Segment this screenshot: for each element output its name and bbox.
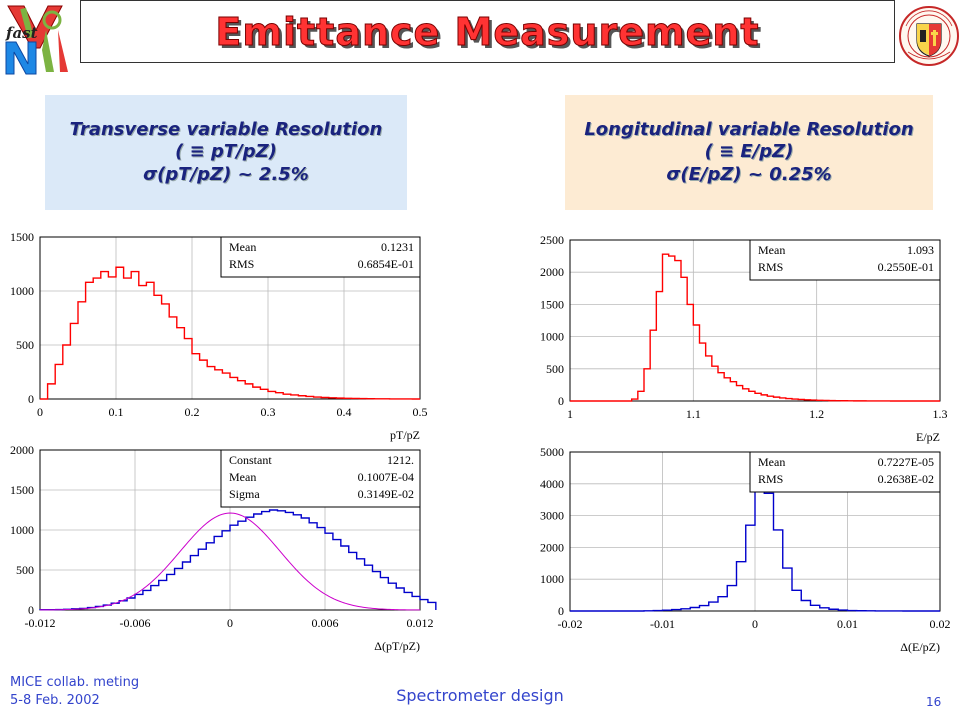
- stats-box-frame: [749, 451, 941, 493]
- y-tick-label: 1000: [540, 572, 564, 586]
- y-tick-label: 2000: [540, 265, 564, 279]
- stats-label: RMS: [229, 257, 254, 271]
- stats-value: 0.1007E-04: [358, 470, 414, 484]
- y-tick-label: 1500: [10, 483, 34, 497]
- x-tick-label: 0.3: [261, 405, 276, 419]
- footer-meeting-name: MICE collab. meting: [10, 675, 140, 690]
- x-tick-label: 0.02: [930, 617, 951, 631]
- x-tick-label: 1: [567, 407, 573, 421]
- x-tick-label: -0.006: [120, 616, 151, 630]
- stats-label: Mean: [229, 470, 256, 484]
- x-tick-label: 0.01: [837, 617, 858, 631]
- stats-box: Mean 0.7227E-05 RMS 0.2638E-02: [749, 451, 941, 493]
- y-tick-label: 0: [28, 392, 34, 406]
- x-tick-label: -0.012: [25, 616, 56, 630]
- stats-label: Sigma: [229, 487, 260, 501]
- stats-box: Mean 0.1231 RMS 0.6854E-01: [220, 236, 421, 278]
- stats-value: 1212.: [387, 453, 414, 467]
- transverse-definition: ( ≡ pT/pZ): [175, 141, 277, 163]
- stats-value: 0.2638E-02: [878, 472, 934, 486]
- stats-box-frame: [749, 239, 941, 281]
- fast-logo-icon: fast: [5, 5, 68, 75]
- stats-label: Constant: [229, 453, 272, 467]
- x-axis-label: Δ(E/pZ): [900, 640, 940, 654]
- histogram-series: [40, 266, 420, 400]
- x-tick-label: 1.3: [933, 407, 948, 421]
- transverse-heading: Transverse variable Resolution: [69, 118, 383, 140]
- x-tick-label: 0.4: [337, 405, 352, 419]
- stats-box-frame: [220, 449, 421, 508]
- y-tick-label: 500: [16, 563, 34, 577]
- x-tick-label: 0: [37, 405, 43, 419]
- y-tick-label: 1000: [10, 284, 34, 298]
- stats-label: Mean: [229, 240, 256, 254]
- y-tick-label: 0: [558, 604, 564, 618]
- stats-box-frame: [220, 236, 421, 278]
- y-tick-label: 5000: [540, 445, 564, 459]
- x-axis-label: pT/pZ: [390, 428, 420, 442]
- footer-topic: Spectrometer design: [396, 686, 564, 705]
- y-tick-label: 1500: [10, 230, 34, 244]
- page-number: 16: [926, 695, 942, 709]
- transverse-resolution-box: Transverse variable Resolution ( ≡ pT/pZ…: [45, 95, 407, 210]
- stats-value: 0.1231: [381, 240, 414, 254]
- footer-meeting: MICE collab. meting 5-8 Feb. 2002: [10, 674, 139, 709]
- x-tick-label: 0.006: [312, 616, 339, 630]
- gaussian-fit-curve: [39, 512, 421, 611]
- y-tick-label: 500: [546, 362, 564, 376]
- slide-title: Emittance Measurement: [215, 9, 760, 54]
- longitudinal-definition: ( ≡ E/pZ): [704, 141, 794, 163]
- x-tick-label: 0: [227, 616, 233, 630]
- x-tick-label: 1.1: [686, 407, 701, 421]
- x-tick-label: 0.012: [407, 616, 434, 630]
- delta-e-pz-histogram: Mean 0.7227E-05 RMS 0.2638E-02 0 1000 2000 3000…: [540, 445, 951, 654]
- transverse-resolution-value: σ(pT/pZ) ~ 2.5%: [143, 163, 309, 185]
- stats-value: 1.093: [907, 243, 934, 257]
- stats-value: 0.6854E-01: [358, 257, 414, 271]
- histogram-series: [39, 509, 437, 611]
- university-seal-icon: [899, 6, 959, 66]
- x-tick-label: 0: [752, 617, 758, 631]
- y-tick-label: 500: [16, 338, 34, 352]
- x-tick-label: 0.1: [109, 405, 124, 419]
- stats-value: 0.3149E-02: [358, 487, 414, 501]
- pt-pz-histogram: Mean 0.1231 RMS 0.6854E-01 0 500 1000 1500 0 0.1 0…: [10, 230, 428, 442]
- y-tick-label: 3000: [540, 509, 564, 523]
- stats-label: Mean: [758, 243, 785, 257]
- x-tick-label: 0.5: [413, 405, 428, 419]
- stats-value: 0.2550E-01: [878, 260, 934, 274]
- longitudinal-heading: Longitudinal variable Resolution: [584, 118, 914, 140]
- y-tick-label: 2000: [540, 540, 564, 554]
- y-tick-label: 2000: [10, 443, 34, 457]
- title-box: Emittance Measurement: [80, 0, 895, 63]
- y-tick-label: 1000: [540, 330, 564, 344]
- x-tick-label: -0.01: [650, 617, 675, 631]
- y-tick-label: 2500: [540, 233, 564, 247]
- x-axis-label: E/pZ: [916, 430, 940, 444]
- x-axis-label: Δ(pT/pZ): [374, 639, 420, 653]
- footer-meeting-date: 5-8 Feb. 2002: [10, 692, 100, 708]
- delta-pt-pz-histogram: Constant 1212. Mean 0.1007E-04 Sigma 0.3149E-…: [10, 443, 437, 653]
- stats-box: Constant 1212. Mean 0.1007E-04 Sigma 0.3149E-…: [220, 449, 421, 508]
- x-tick-label: 0.2: [185, 405, 200, 419]
- stats-label: RMS: [758, 472, 783, 486]
- x-tick-label: 1.2: [809, 407, 824, 421]
- y-tick-label: 0: [558, 394, 564, 408]
- stats-value: 0.7227E-05: [878, 455, 934, 469]
- longitudinal-resolution-box: Longitudinal variable Resolution ( ≡ E/p…: [565, 95, 933, 210]
- stats-label: RMS: [758, 260, 783, 274]
- y-tick-label: 1500: [540, 297, 564, 311]
- y-tick-label: 1000: [10, 523, 34, 537]
- histogram-series: [570, 253, 940, 402]
- stats-box: Mean 1.093 RMS 0.2550E-01: [749, 239, 941, 281]
- e-pz-histogram: Mean 1.093 RMS 0.2550E-01 0 500 1000 1500 2000 25…: [540, 233, 948, 444]
- svg-text:fast: fast: [5, 24, 38, 42]
- longitudinal-resolution-value: σ(E/pZ) ~ 0.25%: [666, 163, 832, 185]
- y-tick-label: 4000: [540, 477, 564, 491]
- x-tick-label: -0.02: [558, 617, 583, 631]
- stats-label: Mean: [758, 455, 785, 469]
- y-tick-label: 0: [28, 603, 34, 617]
